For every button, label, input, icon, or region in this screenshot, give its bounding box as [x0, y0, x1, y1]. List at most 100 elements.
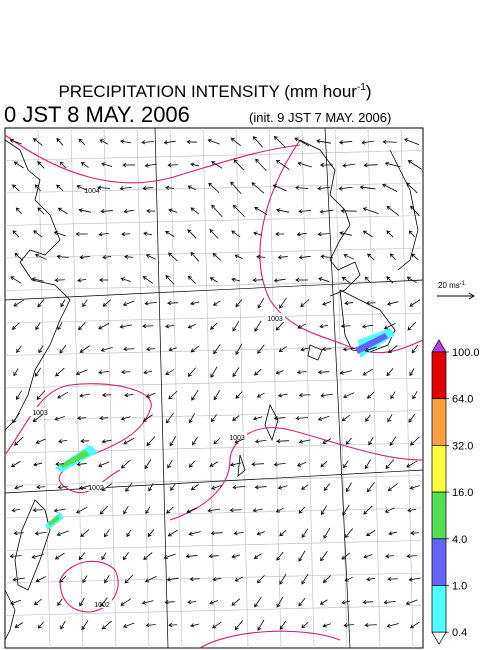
wind-vector: [123, 209, 134, 214]
wind-vector: [211, 204, 223, 218]
isobar: [169, 427, 424, 521]
wind-vector: [34, 367, 42, 377]
title-exponent: -1: [357, 82, 366, 93]
isobar-label: 1003: [229, 435, 245, 442]
wind-vector: [37, 207, 45, 215]
wind-vector: [252, 416, 263, 421]
wind-vector: [386, 230, 394, 238]
wind-vector: [100, 346, 113, 352]
grid-line: [136, 127, 150, 649]
wind-vector: [208, 182, 220, 194]
wind-vector: [78, 485, 91, 490]
wind-vector: [148, 482, 154, 492]
wind-vector: [277, 393, 288, 398]
grid-line: [169, 127, 183, 649]
grid-line: [70, 127, 84, 649]
wind-vector: [147, 529, 155, 538]
isobar-label-bg: [265, 313, 285, 322]
wind-vector: [275, 321, 284, 331]
wind-vector: [185, 554, 198, 559]
wind-vector: [78, 552, 86, 561]
grid-line: [235, 127, 249, 649]
wind-vector: [406, 276, 417, 284]
wind-vector: [275, 231, 285, 237]
wind-vector: [13, 161, 24, 169]
wind-vector: [341, 414, 351, 422]
wind-vector: [409, 485, 420, 490]
wind-vector: [188, 531, 201, 536]
wind-vector: [210, 414, 217, 423]
wind-vector: [37, 161, 45, 169]
wind-vector: [406, 182, 418, 194]
major-grid-line: [324, 127, 351, 649]
wind-vector: [320, 393, 333, 398]
wind-vector: [384, 507, 395, 513]
wind-vector: [301, 573, 309, 585]
wind-vector: [34, 253, 47, 260]
wind-vector: [210, 366, 218, 378]
grid-line: [4, 442, 424, 454]
colorbar-label: 32.0: [452, 440, 473, 452]
map-frame: [4, 127, 424, 649]
wind-vector: [296, 461, 307, 467]
wind-vector: [341, 552, 351, 560]
wind-vector: [99, 415, 109, 421]
wind-vector: [146, 436, 156, 447]
wind-vector: [12, 577, 25, 582]
wind-vector: [341, 276, 350, 283]
colorbar-segment: [431, 351, 447, 400]
grid-line: [202, 127, 216, 649]
grid-line: [4, 410, 424, 421]
wind-vector: [57, 598, 63, 606]
wind-vector: [389, 436, 397, 446]
wind-vector: [207, 508, 220, 513]
wind-vector: [296, 232, 307, 237]
wind-vector: [190, 251, 200, 262]
wind-vector: [342, 504, 350, 516]
colorbar-under: [431, 631, 447, 645]
wind-vector: [235, 391, 243, 399]
wind-vector: [101, 162, 113, 167]
wind-vector: [12, 230, 20, 238]
wind-vector: [276, 208, 290, 213]
wind-vector: [59, 344, 67, 354]
wind-vector: [213, 344, 221, 355]
wind-vector: [190, 162, 200, 167]
isobar: [199, 630, 341, 649]
wind-reference-head: [468, 292, 475, 300]
wind-vector: [367, 481, 375, 493]
wind-vector: [341, 600, 351, 605]
wind-vector: [212, 577, 222, 582]
wind-vector: [279, 529, 287, 537]
wind-vector: [57, 207, 68, 215]
wind-vector: [82, 575, 88, 584]
wind-vector: [405, 599, 418, 606]
wind-vector: [386, 368, 394, 377]
wind-vector: [167, 300, 179, 306]
wind-vector: [9, 554, 22, 559]
wind-vector: [411, 344, 419, 354]
wind-vector: [364, 276, 371, 284]
wind-vector: [191, 389, 199, 401]
wind-vector: [295, 416, 309, 421]
wind-vector: [254, 320, 262, 332]
wind-vector: [33, 138, 43, 146]
precip-area: [355, 333, 388, 354]
wind-vector: [12, 413, 20, 424]
wind-vector: [80, 529, 90, 538]
colorbar-label: 100.0: [452, 347, 480, 359]
colorbar-label: 0.4: [452, 627, 467, 639]
wind-vector: [125, 482, 133, 492]
wind-vector: [363, 554, 373, 559]
wind-vector: [254, 485, 267, 490]
wind-vector: [279, 573, 287, 585]
wind-vector: [99, 277, 109, 283]
wind-vector: [122, 300, 135, 307]
wind-vector: [186, 139, 197, 145]
wind-vector: [300, 347, 309, 352]
wind-vector: [383, 600, 396, 605]
wind-vector: [212, 621, 222, 629]
wind-vector: [101, 552, 107, 561]
wind-vector: [319, 209, 334, 214]
wind-vector: [322, 301, 332, 306]
